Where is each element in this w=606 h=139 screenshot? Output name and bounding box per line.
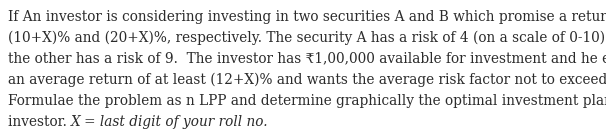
- Text: X = last digit of your roll no.: X = last digit of your roll no.: [72, 115, 269, 129]
- Text: investor.: investor.: [8, 115, 72, 129]
- Text: an average return of at least (12+X)% and wants the average risk factor not to e: an average return of at least (12+X)% an…: [8, 73, 606, 87]
- Text: (10+X)% and (20+X)%, respectively. The security A has a risk of 4 (on a scale of: (10+X)% and (20+X)%, respectively. The s…: [8, 31, 606, 45]
- Text: If An investor is considering investing in two securities A and B which promise : If An investor is considering investing …: [8, 10, 606, 24]
- Text: Formulae the problem as n LPP and determine graphically the optimal investment p: Formulae the problem as n LPP and determ…: [8, 94, 606, 108]
- Text: the other has a risk of 9.  The investor has ₹1,00,000 available for investment : the other has a risk of 9. The investor …: [8, 52, 606, 66]
